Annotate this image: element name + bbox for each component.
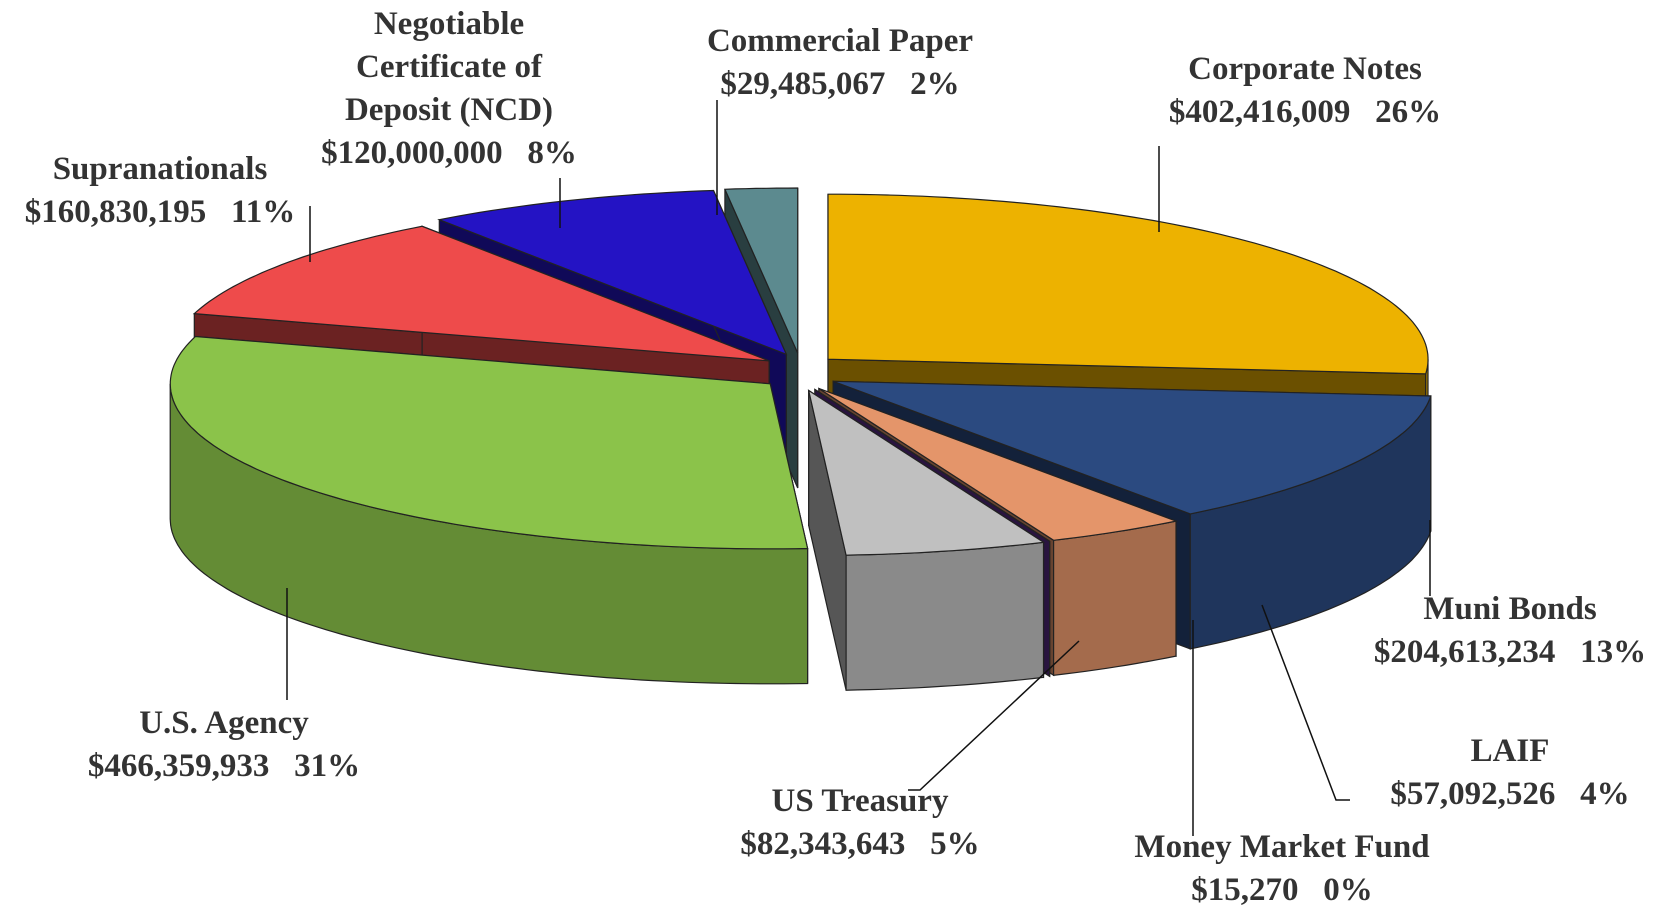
value-label: $160,830,195 [24,194,207,230]
slice [192,225,770,362]
value-label: $29,485,067 [720,66,886,102]
category-label: U.S. Agency [139,705,309,741]
value-label: $402,416,009 [1168,94,1351,130]
slice-label: Muni Bonds $204,613,234 13% [1300,588,1675,674]
slice-label: US Treasury $82,343,643 5% [670,780,1050,866]
value-label: $82,343,643 [740,826,906,862]
slice [723,187,799,354]
value-label: $15,270 [1191,872,1299,908]
percent-label: 0% [1323,872,1373,908]
slice [832,380,1432,515]
slice-wall [845,541,1045,691]
category-label: Muni Bonds [1423,591,1597,627]
slice [169,335,809,550]
value-label: $120,000,000 [321,135,503,171]
value-label: $57,092,526 [1390,776,1556,812]
slice-label: Supranationals $160,830,195 11% [0,148,330,234]
value-label: $204,613,234 [1373,634,1556,670]
slice-label: Negotiable Certificate of Deposit (NCD) … [299,3,599,175]
category-label: LAIF [1470,733,1550,769]
percent-label: 5% [930,826,980,862]
percent-label: 11% [231,194,296,230]
slice [818,387,1179,541]
percent-label: 2% [910,66,960,102]
value-label: $466,359,933 [87,748,270,784]
category-label: Supranationals [52,151,268,187]
slice-label: Corporate Notes $402,416,009 26% [1095,48,1515,134]
slice-label: U.S. Agency $466,359,933 31% [14,702,434,788]
percent-label: 8% [527,135,577,171]
percent-label: 13% [1580,634,1647,670]
category-label: Negotiable Certificate of Deposit (NCD) [344,6,554,128]
slice [814,388,1050,542]
category-label: Money Market Fund [1134,829,1430,865]
percent-label: 31% [294,748,361,784]
slice [827,193,1429,375]
slice-label: LAIF $57,092,526 4% [1300,730,1675,816]
percent-label: 26% [1375,94,1442,130]
category-label: Corporate Notes [1188,51,1422,87]
percent-label: 4% [1580,776,1630,812]
leader-line [908,640,1080,791]
category-label: US Treasury [771,783,949,819]
slice [437,189,788,356]
slice-wall [1053,520,1177,676]
slice [807,389,1046,556]
slice-label: Money Market Fund $15,270 0% [1132,826,1432,912]
leader-line [1261,604,1350,801]
slice-label: Commercial Paper $29,485,067 2% [630,20,1050,106]
category-label: Commercial Paper [706,23,974,59]
